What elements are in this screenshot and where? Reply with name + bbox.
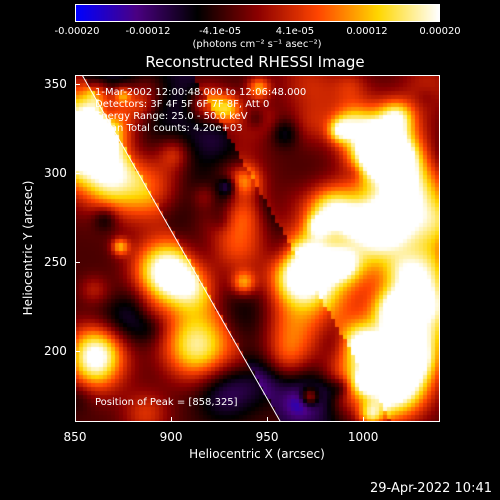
colorbar-tick: -0.00012 xyxy=(125,26,171,37)
x-tick-label: 950 xyxy=(255,430,279,444)
limb-line xyxy=(81,75,281,422)
colorbar-tick: 0.00020 xyxy=(419,26,461,37)
colorbar-tick: -4.1e-05 xyxy=(199,26,242,37)
y-tick-label: 200 xyxy=(44,343,67,358)
y-axis-label: Heliocentric Y (arcsec) xyxy=(21,180,35,316)
colorbar-units-label: (photons cm⁻² s⁻¹ asec⁻²) xyxy=(192,39,322,50)
y-tick-label: 300 xyxy=(44,165,67,180)
colorbar-tick: 4.1e-05 xyxy=(275,26,315,37)
x-tick-label: 850 xyxy=(63,430,87,444)
heatmap-image xyxy=(75,75,440,422)
y-tick-mark xyxy=(75,261,80,263)
y-tick-mark xyxy=(75,172,80,174)
chart-title: Reconstructed RHESSI Image xyxy=(145,53,365,71)
solar-limb-line xyxy=(81,75,281,422)
annotation-detectors: Detectors: 3F 4F 5F 6F 7F 8F, Att 0 xyxy=(95,99,270,110)
colorbar-tick: -0.00020 xyxy=(54,26,100,37)
x-tick-label: 1000 xyxy=(347,430,379,444)
y-tick-mark xyxy=(75,83,80,85)
x-axis-label: Heliocentric X (arcsec) xyxy=(189,447,325,461)
footer-timestamp: 29-Apr-2022 10:41 xyxy=(370,481,492,496)
x-tick-mark xyxy=(171,417,173,422)
x-tick-mark xyxy=(75,417,76,422)
annotation-method-counts: Clean Total counts: 4.20e+03 xyxy=(95,123,243,134)
colorbar-tick: 0.00012 xyxy=(346,26,388,37)
y-tick-label: 250 xyxy=(44,254,67,269)
annotation-energy-range: Energy Range: 25.0 - 50.0 keV xyxy=(95,111,248,122)
plot-area: 1-Mar-2002 12:00:48.000 to 12:06:48.000 … xyxy=(75,75,440,422)
x-tick-mark xyxy=(267,417,269,422)
y-tick-label: 350 xyxy=(44,76,67,91)
y-tick-mark xyxy=(75,350,80,352)
x-tick-mark xyxy=(363,417,365,422)
annotation-time-range: 1-Mar-2002 12:00:48.000 to 12:06:48.000 xyxy=(95,87,307,98)
annotation-peak-position: Position of Peak = [858,325] xyxy=(95,397,238,408)
colorbar xyxy=(75,4,440,22)
x-tick-label: 900 xyxy=(159,430,183,444)
